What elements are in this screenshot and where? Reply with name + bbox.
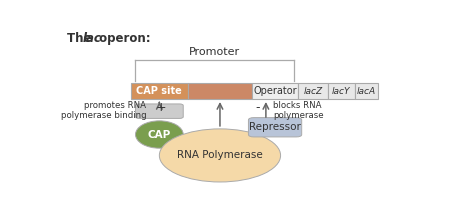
Text: The: The xyxy=(66,32,95,45)
Text: lac: lac xyxy=(83,32,102,45)
Text: +: + xyxy=(155,101,166,114)
FancyBboxPatch shape xyxy=(248,118,301,137)
Ellipse shape xyxy=(159,129,281,182)
Text: Repressor: Repressor xyxy=(249,122,301,132)
FancyBboxPatch shape xyxy=(188,83,252,99)
Text: lacY: lacY xyxy=(332,87,351,96)
Text: RNA Polymerase: RNA Polymerase xyxy=(177,150,263,161)
FancyBboxPatch shape xyxy=(298,83,328,99)
Text: operon:: operon: xyxy=(95,32,151,45)
Ellipse shape xyxy=(136,121,183,148)
Text: blocks RNA
polymerase: blocks RNA polymerase xyxy=(273,101,324,120)
Text: lacA: lacA xyxy=(357,87,376,96)
FancyBboxPatch shape xyxy=(355,83,378,99)
FancyBboxPatch shape xyxy=(252,83,298,99)
Text: CAP site: CAP site xyxy=(137,86,182,96)
Text: lacZ: lacZ xyxy=(303,87,323,96)
FancyBboxPatch shape xyxy=(136,104,183,119)
Text: Operator: Operator xyxy=(253,86,297,96)
Text: Promoter: Promoter xyxy=(189,47,240,57)
Text: CAP: CAP xyxy=(148,130,171,140)
FancyBboxPatch shape xyxy=(328,83,355,99)
Text: -: - xyxy=(256,101,260,114)
FancyBboxPatch shape xyxy=(131,83,188,99)
Text: promotes RNA
polymerase binding: promotes RNA polymerase binding xyxy=(61,101,146,120)
